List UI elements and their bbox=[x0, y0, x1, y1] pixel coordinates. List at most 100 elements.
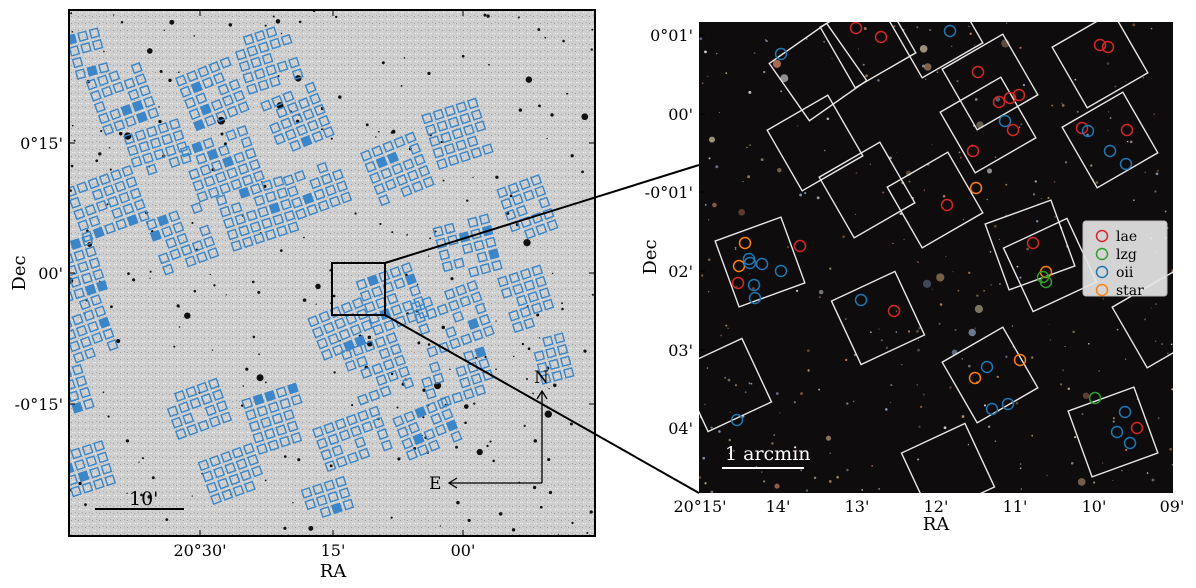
footprint-square bbox=[241, 174, 254, 187]
sky-source bbox=[974, 98, 978, 101]
footprint-square bbox=[322, 126, 335, 139]
sky-source bbox=[1053, 180, 1056, 183]
footprint-square bbox=[400, 262, 413, 275]
footprint-square bbox=[523, 227, 537, 240]
star-speck bbox=[390, 372, 394, 376]
source-lae bbox=[1012, 88, 1026, 102]
footprint-square bbox=[130, 62, 143, 75]
star-speck bbox=[245, 367, 249, 371]
right-xtick-1: 14' bbox=[766, 497, 791, 516]
sky-source bbox=[1114, 85, 1117, 88]
star-speck bbox=[532, 392, 534, 395]
star-speck bbox=[283, 526, 287, 530]
sky-source bbox=[899, 212, 902, 216]
footprint-square bbox=[338, 429, 351, 442]
footprint-square bbox=[220, 411, 233, 424]
footprint-square bbox=[425, 123, 437, 136]
footprint-square bbox=[242, 442, 255, 455]
star-speck bbox=[125, 439, 130, 443]
sky-source bbox=[880, 339, 883, 342]
footprint-square bbox=[443, 288, 456, 301]
footprint-cluster bbox=[340, 332, 415, 406]
footprint-square bbox=[101, 85, 114, 98]
footprint-square bbox=[85, 78, 98, 91]
sky-source bbox=[1035, 219, 1039, 223]
star-speck bbox=[379, 222, 382, 226]
star-speck bbox=[581, 113, 589, 121]
footprint-square bbox=[432, 225, 444, 238]
sky-source bbox=[967, 444, 969, 446]
legend-marker-star bbox=[1095, 283, 1109, 297]
footprint-square bbox=[257, 205, 270, 218]
footprint-square bbox=[437, 341, 450, 354]
sky-source bbox=[986, 168, 993, 174]
footprint-square bbox=[156, 214, 169, 227]
footprint-square bbox=[309, 177, 322, 190]
footprint-square bbox=[447, 154, 460, 167]
star-speck bbox=[329, 464, 333, 468]
footprint-square bbox=[88, 27, 101, 39]
footprint-square bbox=[96, 74, 109, 87]
footprint-square bbox=[534, 185, 547, 198]
footprint-cluster bbox=[260, 81, 335, 152]
footprint-square bbox=[519, 216, 532, 229]
footprint-square bbox=[178, 401, 191, 414]
footprint-square bbox=[242, 33, 255, 46]
footprint-square bbox=[271, 412, 284, 425]
footprint-square bbox=[170, 416, 183, 429]
star-speck bbox=[390, 516, 393, 519]
sky-source bbox=[752, 287, 755, 290]
footprint-square bbox=[253, 67, 266, 80]
sky-source bbox=[724, 377, 726, 379]
sky-source bbox=[1129, 140, 1133, 144]
star-speck bbox=[103, 50, 105, 53]
footprint-square bbox=[135, 111, 148, 124]
footprint-square bbox=[191, 239, 204, 253]
footprint-square bbox=[421, 112, 434, 125]
star-speck bbox=[333, 371, 336, 374]
ifu-square bbox=[818, 141, 916, 239]
sky-source bbox=[846, 402, 849, 405]
right-ytick-5: 04' bbox=[668, 419, 693, 438]
star-speck bbox=[69, 189, 72, 192]
footprint-square bbox=[134, 129, 147, 142]
star-speck bbox=[422, 388, 426, 392]
footprint-square bbox=[291, 68, 304, 81]
footprint-square bbox=[98, 173, 111, 186]
sky-source bbox=[1144, 171, 1147, 174]
star-speck bbox=[251, 280, 255, 284]
footprint-square bbox=[244, 147, 257, 160]
star-speck bbox=[367, 335, 372, 340]
sky-source bbox=[959, 156, 962, 159]
source-oii bbox=[985, 402, 999, 416]
sky-source bbox=[1155, 172, 1159, 176]
star-speck bbox=[434, 230, 437, 233]
sky-source bbox=[896, 152, 898, 154]
footprint-square bbox=[384, 178, 397, 191]
footprint-square bbox=[94, 305, 107, 318]
footprint-square bbox=[71, 56, 84, 69]
footprint-cluster bbox=[360, 131, 435, 207]
footprint-square bbox=[197, 419, 210, 432]
footprint-square bbox=[84, 245, 97, 258]
sky-source bbox=[780, 74, 789, 83]
footprint-cluster bbox=[307, 297, 374, 361]
star-speck bbox=[275, 19, 281, 24]
sky-source bbox=[706, 367, 709, 369]
footprint-square bbox=[256, 405, 269, 417]
footprint-square bbox=[304, 498, 317, 511]
footprint-square bbox=[263, 427, 276, 440]
sky-source bbox=[753, 52, 756, 55]
sky-source bbox=[828, 480, 832, 483]
footprint-square bbox=[74, 68, 87, 80]
sky-source bbox=[903, 238, 905, 241]
star-speck bbox=[589, 510, 593, 514]
footprint-square bbox=[375, 374, 388, 387]
source-lae bbox=[940, 198, 954, 212]
footprint-square bbox=[217, 144, 230, 157]
sky-source bbox=[1070, 461, 1074, 465]
footprint-square bbox=[459, 376, 471, 389]
star-speck bbox=[427, 343, 431, 346]
sky-source bbox=[749, 144, 752, 147]
footprint-square bbox=[424, 387, 437, 400]
